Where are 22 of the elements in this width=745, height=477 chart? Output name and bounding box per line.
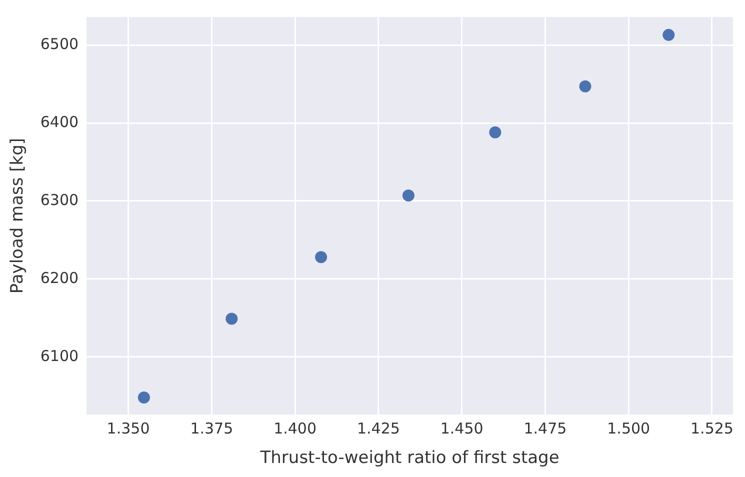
x-tick-label: 1.400 (274, 419, 317, 438)
x-tick-label: 1.375 (190, 419, 234, 438)
point (226, 312, 238, 325)
x-tick-label: 1.475 (524, 419, 567, 438)
x-tick-label: 1.525 (690, 419, 734, 438)
point (579, 80, 592, 92)
y-tick-label: 6300 (40, 190, 79, 209)
y-tick-label: 6200 (40, 268, 79, 287)
y-tick-label: 6400 (40, 112, 79, 131)
point (489, 126, 502, 138)
y-axis-title: Payload mass [kg] (8, 138, 28, 294)
x-tick-label: 1.425 (356, 419, 400, 438)
point (402, 190, 414, 202)
point (315, 251, 328, 264)
y-tick-label: 6500 (40, 34, 79, 53)
x-tick-label: 1.500 (607, 419, 650, 438)
y-tick-label: 6100 (40, 346, 79, 365)
point (138, 391, 150, 404)
point (662, 28, 675, 41)
x-axis-title: Thrust-to-weight ratio of first stage (259, 448, 560, 468)
x-tick-label: 1.350 (106, 419, 150, 438)
x-tick-label: 1.450 (440, 419, 484, 438)
